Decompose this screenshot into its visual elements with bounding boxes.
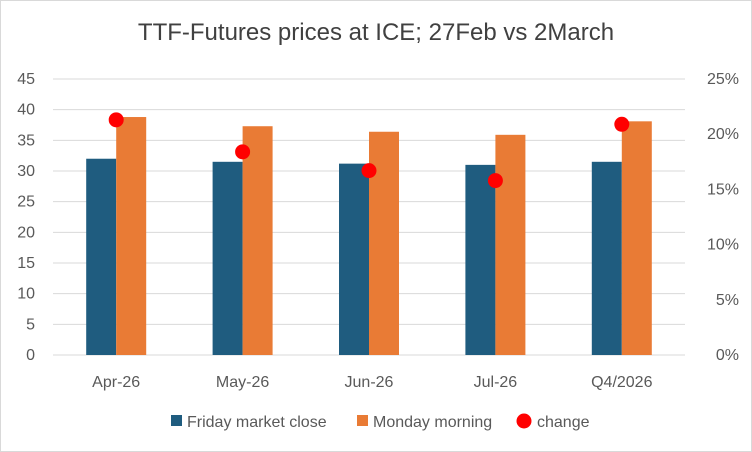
bar-friday-close <box>591 161 622 355</box>
legend-label: change <box>537 414 590 431</box>
change-point <box>108 112 124 128</box>
right-tick-label: 5% <box>716 292 739 309</box>
right-axis-ticks: 0% 5% 10% 15% 20% 25% <box>707 71 739 364</box>
right-tick-label: 20% <box>707 126 739 143</box>
right-tick-label: 0% <box>716 347 739 364</box>
left-tick-label: 25 <box>17 194 35 211</box>
bar-monday-morning <box>495 134 526 355</box>
category-labels: Apr-26 May-26 Jun-26 Jul-26 Q4/2026 <box>92 374 652 391</box>
bar-friday-close <box>339 163 369 355</box>
category-label: Jul-26 <box>474 374 518 391</box>
left-tick-label: 35 <box>17 132 35 149</box>
right-tick-label: 15% <box>707 181 739 198</box>
left-tick-label: 10 <box>17 286 35 303</box>
left-tick-label: 20 <box>17 224 35 241</box>
legend-label: Friday market close <box>187 414 327 431</box>
category-label: Jun-26 <box>345 374 394 391</box>
bars-layer <box>86 117 652 355</box>
left-tick-label: 30 <box>17 163 35 180</box>
right-tick-label: 25% <box>707 71 739 88</box>
right-tick-label: 10% <box>707 237 739 254</box>
left-axis-ticks: 0 5 10 15 20 25 30 35 40 45 <box>17 71 35 364</box>
left-tick-label: 40 <box>17 102 35 119</box>
category-label: Apr-26 <box>92 374 140 391</box>
change-point <box>361 163 377 179</box>
category-label: Q4/2026 <box>591 374 652 391</box>
left-tick-label: 0 <box>26 347 35 364</box>
points-layer <box>108 112 630 189</box>
category-label: May-26 <box>216 374 269 391</box>
legend-swatch <box>357 415 368 426</box>
left-tick-label: 5 <box>26 316 35 333</box>
bar-friday-close <box>212 161 243 355</box>
bar-monday-morning <box>621 121 652 355</box>
chart-title: TTF-Futures prices at ICE; 27Feb vs 2Mar… <box>137 19 615 46</box>
change-point <box>487 173 503 189</box>
left-tick-label: 45 <box>17 71 35 88</box>
bar-monday-morning <box>242 126 273 355</box>
bar-monday-morning <box>116 117 147 355</box>
bar-friday-close <box>465 164 496 355</box>
legend-label: Monday morning <box>373 414 492 431</box>
left-tick-label: 15 <box>17 255 35 272</box>
change-point <box>235 144 251 160</box>
legend: Friday market close Monday morning change <box>171 413 590 431</box>
legend-swatch <box>171 415 182 426</box>
legend-marker <box>516 413 532 429</box>
change-point <box>614 116 630 132</box>
bar-friday-close <box>86 158 117 355</box>
